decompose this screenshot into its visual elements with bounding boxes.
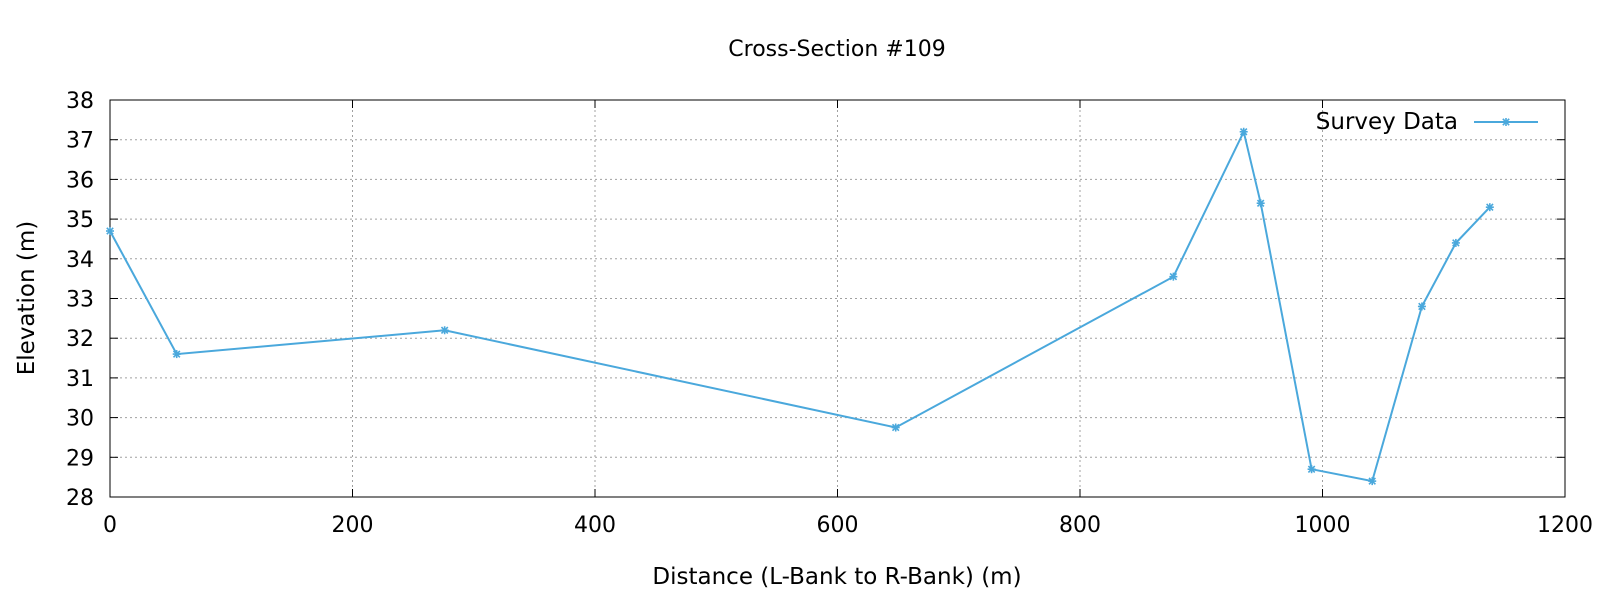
data-point <box>1239 127 1248 136</box>
x-tick-label: 200 <box>332 513 374 538</box>
x-tick-label: 400 <box>574 513 616 538</box>
y-tick-label: 34 <box>66 248 94 273</box>
legend-label-survey-data: Survey Data <box>1316 109 1458 135</box>
y-tick-label: 36 <box>66 168 94 193</box>
x-tick-label: 1000 <box>1295 513 1351 538</box>
legend-marker-survey-data <box>1502 118 1510 126</box>
plot-frame <box>109 99 1566 498</box>
y-tick-label: 38 <box>66 89 94 114</box>
y-tick-label: 32 <box>66 327 94 352</box>
series-line-survey-data <box>109 128 1491 483</box>
data-point <box>1417 302 1426 311</box>
series-layer <box>106 127 1494 486</box>
grid-lines <box>110 100 1565 497</box>
y-tick-label: 35 <box>66 208 94 233</box>
data-point <box>891 423 900 432</box>
y-tick-label: 28 <box>66 486 94 511</box>
data-point <box>1451 238 1460 247</box>
x-axis-label: Distance (L-Bank to R-Bank) (m) <box>652 564 1021 590</box>
data-point <box>1485 203 1494 212</box>
data-point <box>106 227 114 236</box>
data-point <box>1307 465 1316 474</box>
data-point <box>1256 199 1265 208</box>
tick-labels: 0 200 400 600 800 1000 1200 28 29 30 31 32 33 34 35 36 3… <box>66 89 1593 538</box>
data-point <box>1368 477 1377 486</box>
legend-star-marker <box>1502 118 1510 126</box>
chart-title: Cross-Section #109 <box>728 37 945 62</box>
data-point <box>440 326 449 335</box>
x-tick-label: 800 <box>1059 513 1101 538</box>
x-tick-label: 600 <box>817 513 859 538</box>
y-tick-label: 30 <box>66 407 94 432</box>
y-tick-label: 37 <box>66 129 94 154</box>
legend: Survey Data <box>1316 109 1538 135</box>
x-tick-label: 0 <box>103 513 117 538</box>
x-tick-label: 1200 <box>1537 513 1593 538</box>
data-point <box>172 350 181 359</box>
y-tick-label: 29 <box>66 446 94 471</box>
data-point <box>1169 272 1178 281</box>
y-axis-label: Elevation (m) <box>14 221 40 376</box>
y-tick-label: 31 <box>66 367 94 392</box>
y-tick-label: 33 <box>66 288 94 313</box>
